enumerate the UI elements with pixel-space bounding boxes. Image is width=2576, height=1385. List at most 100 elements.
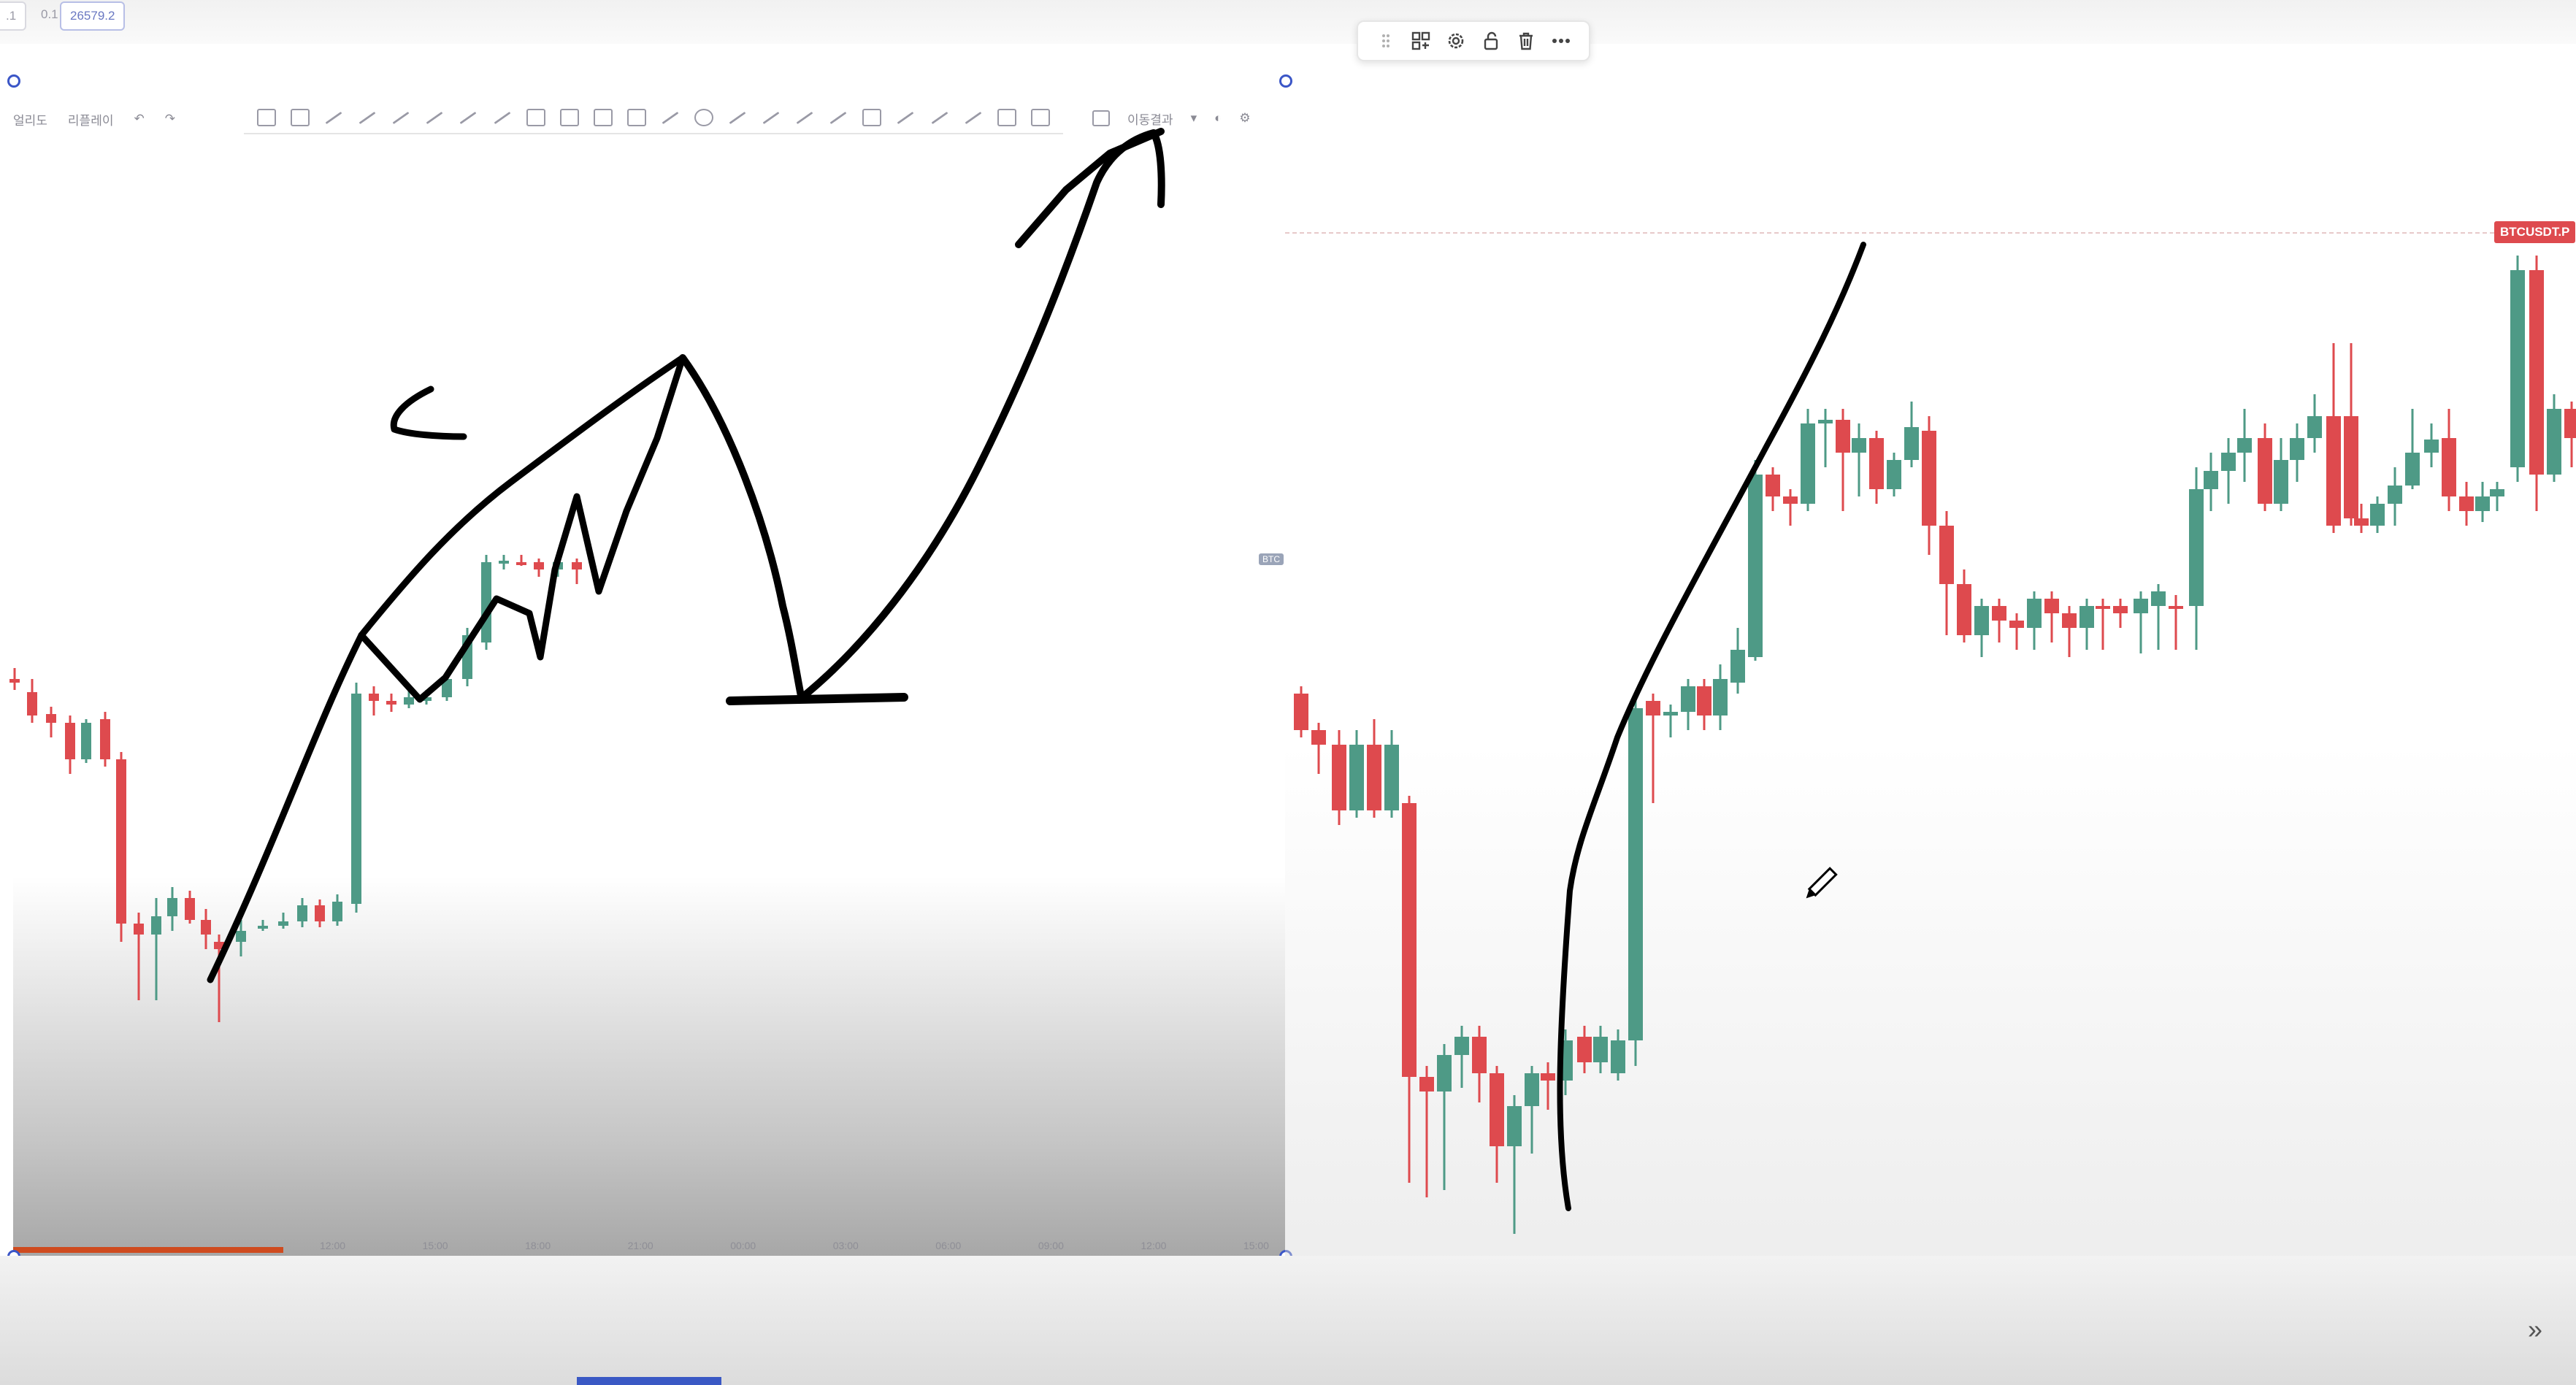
top-bar: .1 0.1 26579.2 [0, 0, 2576, 44]
lock-icon[interactable] [1479, 28, 1503, 53]
resize-handle[interactable] [1279, 74, 1292, 88]
hand-drawn-stroke [1557, 242, 1866, 1211]
price-chip-2: 0.1 [41, 7, 58, 21]
price-chip-1: .1 [0, 1, 27, 31]
gear-icon[interactable] [1444, 28, 1468, 53]
candle [2221, 453, 2236, 471]
candle [315, 905, 325, 921]
time-axis: 12:00 15:00 18:00 21:00 00:00 03:00 06:0… [320, 1240, 1269, 1251]
candle [2307, 416, 2322, 438]
candle [2510, 270, 2525, 467]
trash-icon[interactable] [1514, 28, 1538, 53]
candle [2134, 599, 2148, 613]
time-tick: 06:00 [935, 1240, 962, 1251]
candle [2274, 460, 2288, 504]
candle [1713, 679, 1728, 715]
candle [1628, 708, 1643, 1040]
candle [2326, 416, 2341, 526]
candle [369, 694, 379, 701]
magnet-icon[interactable]: ◐ [1214, 111, 1222, 125]
candle [167, 898, 177, 916]
candle [534, 562, 544, 569]
redo-icon[interactable]: ↷ [164, 112, 175, 126]
replay-progress-bar[interactable] [13, 1247, 283, 1253]
candle [2113, 606, 2128, 613]
candle [1783, 496, 1798, 504]
checkbox-icon[interactable] [1092, 110, 1110, 126]
tool-icon[interactable] [626, 109, 646, 126]
tool-icon[interactable] [694, 109, 714, 126]
hand-drawn-stroke [207, 354, 686, 983]
candle [2529, 270, 2544, 475]
tool-icon[interactable] [559, 109, 579, 126]
candle [278, 921, 288, 926]
more-icon[interactable] [1549, 28, 1573, 53]
left-chart-panel[interactable]: 얼리도 리플레이 ↶ ↷ [13, 80, 1285, 1256]
candle [442, 679, 452, 697]
hand-drawn-stroke [679, 354, 805, 703]
expand-icon[interactable]: » [2528, 1314, 2543, 1344]
toolbar-item-1[interactable]: 얼리도 [13, 113, 47, 128]
candle [2204, 471, 2218, 489]
candle [1507, 1106, 1522, 1146]
chevron-down-icon: ▾ [1190, 111, 1197, 125]
tool-icon[interactable] [291, 109, 310, 126]
candle [1836, 420, 1850, 453]
candle [27, 692, 37, 715]
candle [2388, 486, 2402, 504]
hand-drawn-stroke [358, 354, 686, 703]
time-tick: 21:00 [627, 1240, 653, 1251]
price-chip-3: 26579.2 [60, 1, 126, 31]
hand-drawn-stroke [1015, 128, 1165, 248]
time-tick: 00:00 [730, 1240, 756, 1251]
candle [1957, 584, 1971, 635]
candle [2405, 453, 2420, 486]
candle [386, 701, 396, 705]
time-tick: 18:00 [525, 1240, 551, 1251]
candle [151, 916, 161, 935]
undo-icon[interactable]: ↶ [134, 112, 145, 126]
tool-icon[interactable] [257, 109, 276, 126]
candle [2370, 504, 2385, 526]
candle [1766, 475, 1780, 496]
tool-icon[interactable] [862, 109, 882, 126]
candle [9, 679, 20, 683]
result-label[interactable]: 이동결과 [1127, 112, 1173, 127]
tool-icon[interactable] [593, 109, 613, 126]
candle [2062, 613, 2077, 628]
candle [1490, 1073, 1504, 1146]
toolbar-item-2[interactable]: 리플레이 [67, 113, 114, 128]
candle [2079, 606, 2094, 628]
candle [2442, 438, 2456, 496]
drawing-tools-row [244, 102, 1063, 134]
candle [1454, 1037, 1469, 1055]
candle [2237, 438, 2252, 453]
candle [2258, 438, 2272, 504]
drag-handle-icon[interactable] [1373, 28, 1398, 53]
hand-drawn-stroke [726, 693, 908, 705]
scroll-indicator[interactable] [577, 1377, 721, 1385]
drawing-toolbar: 얼리도 리플레이 ↶ ↷ [13, 102, 1285, 136]
price-line [1285, 232, 2494, 234]
candle [2547, 409, 2561, 475]
candle [1437, 1055, 1452, 1091]
candle [1681, 686, 1695, 712]
tool-icon[interactable] [997, 109, 1016, 126]
candle [1818, 420, 1833, 423]
candle [81, 723, 91, 759]
settings-icon[interactable]: ⚙ [1239, 111, 1251, 125]
candle [2027, 599, 2042, 628]
candle [65, 723, 75, 759]
resize-handle[interactable] [7, 74, 20, 88]
candle [100, 719, 110, 759]
tool-icon[interactable] [526, 109, 545, 126]
template-icon[interactable] [1408, 28, 1433, 53]
candle [1922, 431, 1936, 526]
tool-icon[interactable] [1030, 109, 1050, 126]
candle [2490, 489, 2504, 496]
candle [421, 697, 432, 701]
candle [1869, 438, 1884, 489]
symbol-tag: BTC [1259, 553, 1284, 565]
candle [2009, 621, 2024, 628]
